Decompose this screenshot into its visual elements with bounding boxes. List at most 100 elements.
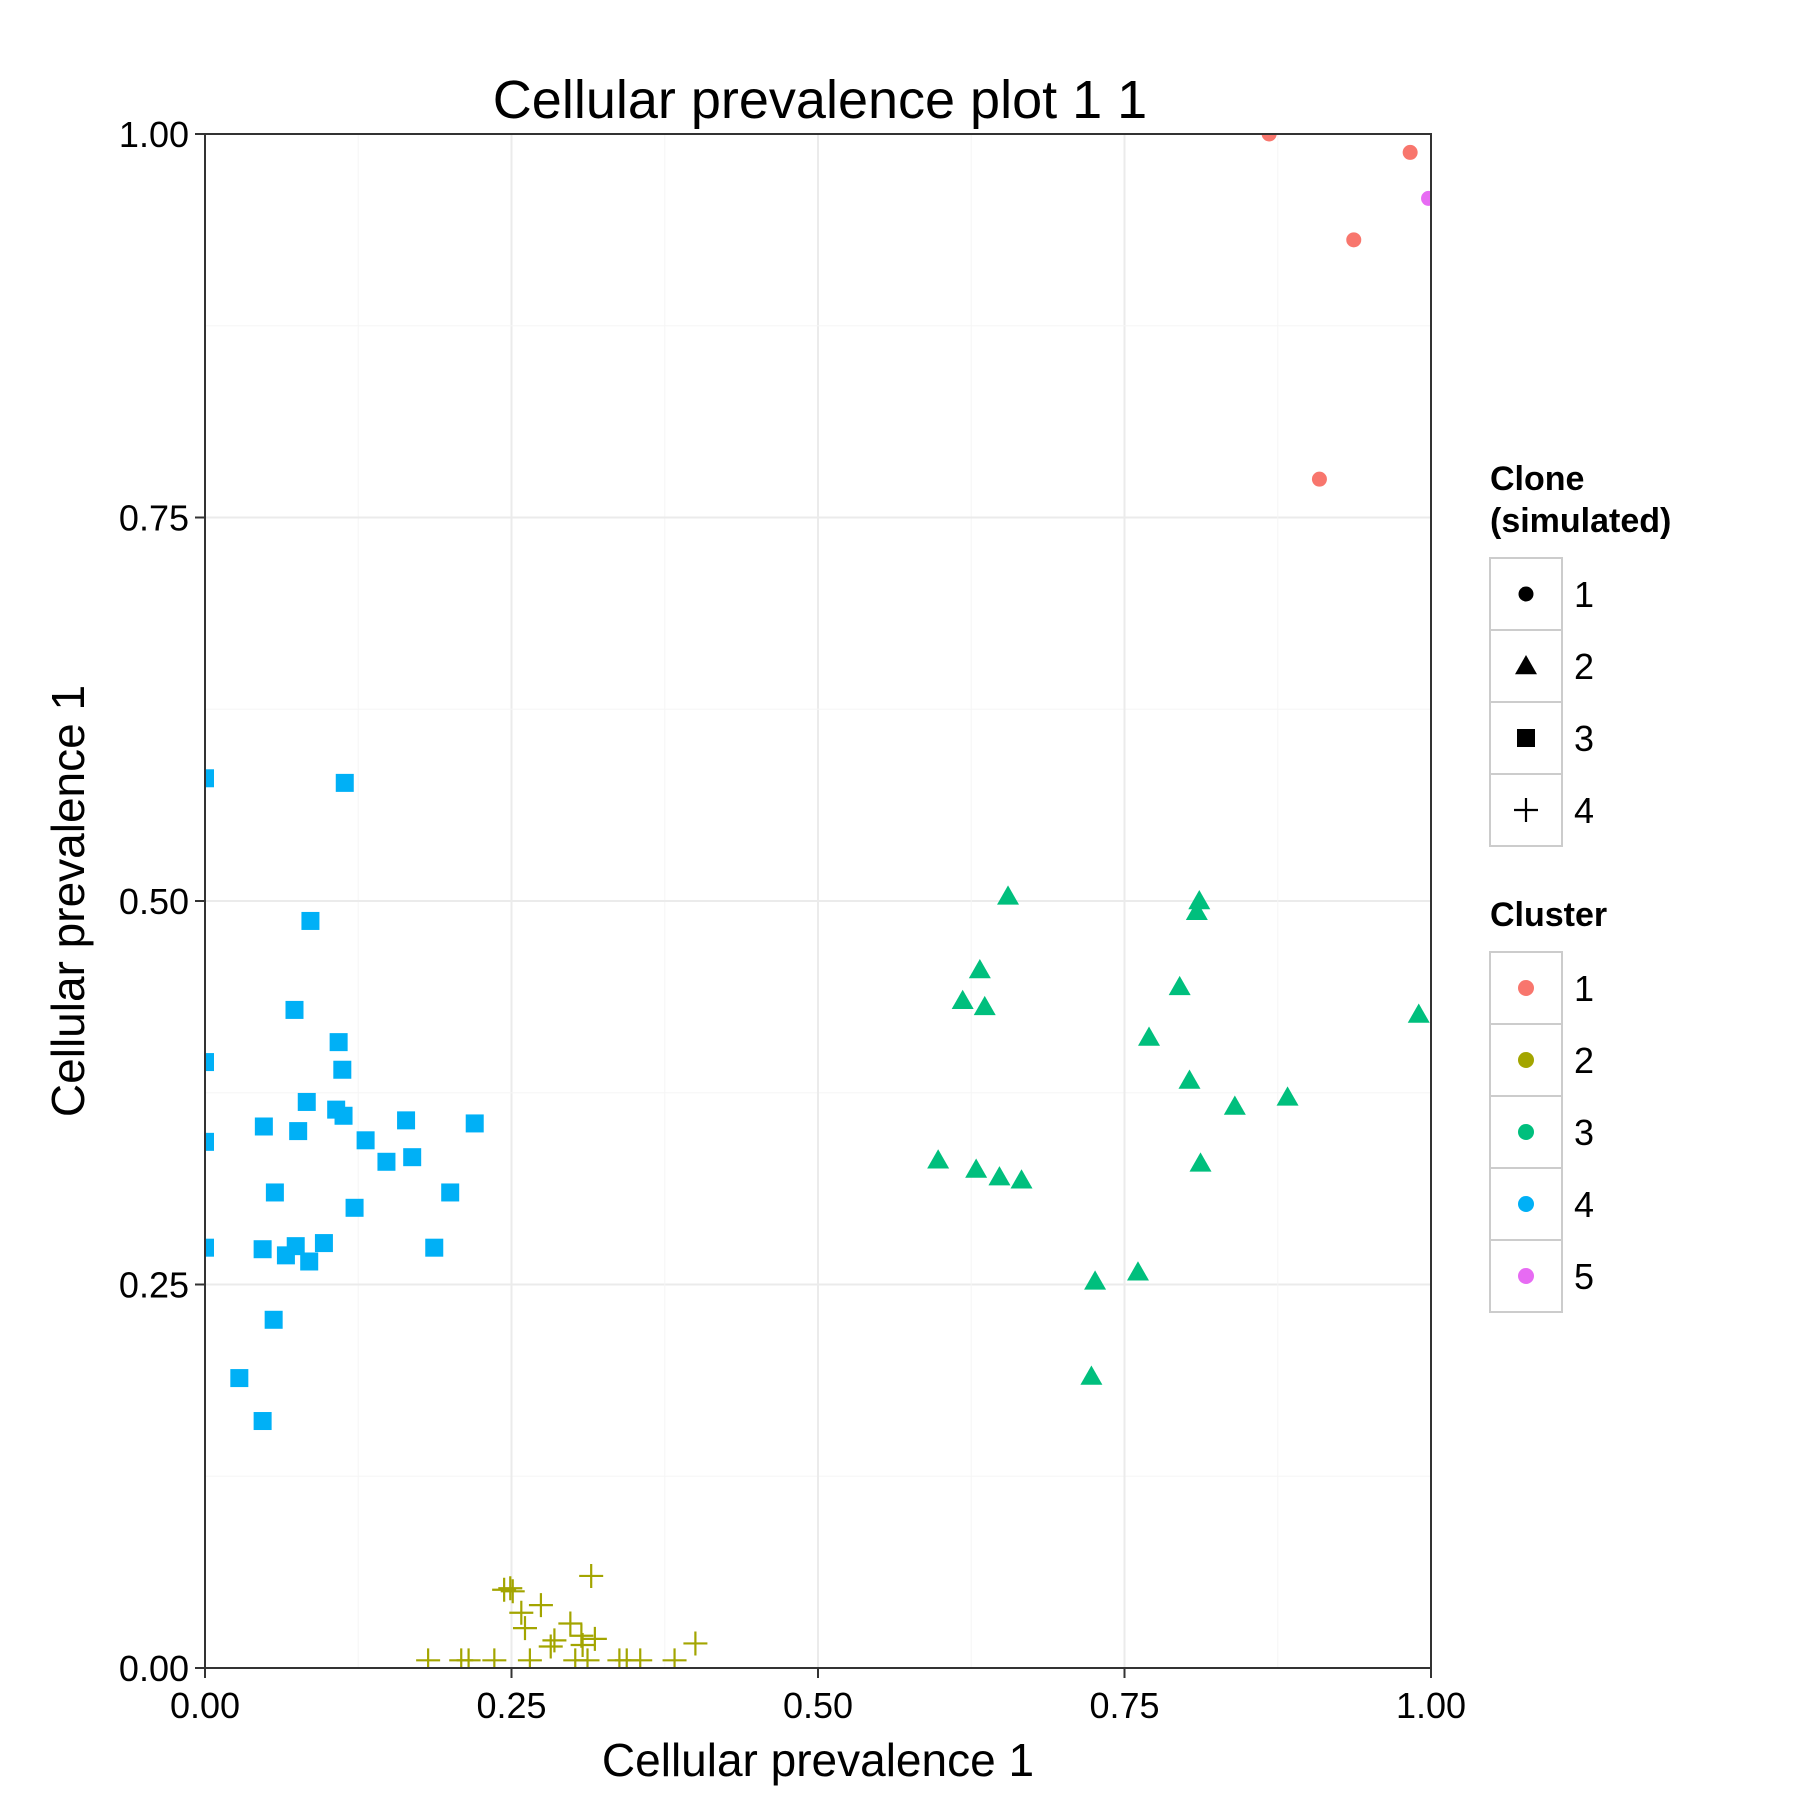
point-clone-3-cluster-4 [334,1106,353,1125]
point-clone-2-cluster-3 [1084,1270,1107,1290]
y-tick-label: 1.00 [119,114,189,155]
point-clone-2-cluster-3 [973,995,996,1016]
y-tick-label: 0.75 [119,498,189,539]
point-clone-2-cluster-3 [927,1149,950,1169]
point-clone-4-cluster-2 [683,1631,708,1656]
point-clone-3-cluster-4 [276,1246,295,1265]
point-clone-1-cluster-1 [1402,144,1418,160]
point-clone-2-cluster-3 [1138,1026,1161,1046]
point-clone-3-cluster-4 [205,1238,214,1257]
legend-label: 1 [1574,574,1594,615]
legend-title: Clone [1490,460,1584,498]
point-clone-3-cluster-4 [441,1183,460,1202]
x-tick-label: 0.75 [1089,1685,1159,1726]
point-clone-3-cluster-4 [356,1131,375,1150]
data-points [205,134,1431,1668]
point-clone-3-cluster-4 [264,1310,283,1329]
legend-title: (simulated) [1490,502,1671,540]
point-clone-2-cluster-3 [1080,1365,1103,1385]
point-clone-2-cluster-3 [1223,1095,1246,1115]
point-clone-1-cluster-1 [1311,471,1327,487]
point-clone-3-cluster-4 [230,1369,249,1388]
point-clone-4-cluster-2 [575,1648,600,1668]
legend-key-swatch [1518,980,1534,996]
point-clone-3-cluster-4 [397,1111,416,1130]
legend-label: 5 [1574,1256,1594,1297]
point-clone-2-cluster-3 [1189,1152,1212,1172]
legend-label: 4 [1574,790,1594,831]
point-clone-4-cluster-2 [482,1648,507,1668]
legend-label: 3 [1574,1112,1594,1153]
point-clone-3-cluster-4 [253,1240,272,1259]
legend-key-swatch [1518,1196,1534,1212]
point-clone-2-cluster-3 [1168,975,1191,996]
point-clone-2-cluster-3 [1010,1169,1033,1189]
point-clone-3-cluster-4 [345,1198,364,1217]
legend: Clone (simulated) 1 2 3 4 Cluster 1 2 3 4 5 [1489,460,1671,1313]
point-clone-3-cluster-4 [403,1148,422,1167]
point-clone-4-cluster-2 [570,1632,595,1657]
legend-label: 3 [1574,718,1594,759]
point-clone-3-cluster-4 [425,1238,444,1257]
point-clone-4-cluster-2 [628,1648,653,1668]
legend-label: 4 [1574,1184,1594,1225]
point-clone-4-cluster-2 [582,1626,607,1651]
point-clone-4-cluster-2 [662,1648,687,1668]
point-clone-1-cluster-5 [1421,190,1431,206]
point-clone-3-cluster-4 [300,1252,319,1271]
point-clone-4-cluster-2 [558,1611,583,1636]
point-clone-3-cluster-4 [465,1114,484,1133]
point-clone-4-cluster-2 [517,1648,542,1668]
y-tick-label: 0.00 [119,1648,189,1689]
legend-key-triangle-icon [1515,655,1537,675]
point-clone-4-cluster-2 [509,1600,534,1625]
point-clone-2-cluster-3 [968,959,991,979]
point-clone-4-cluster-2 [538,1634,563,1659]
point-clone-3-cluster-4 [335,773,354,792]
point-clone-3-cluster-4 [285,1000,304,1019]
point-clone-3-cluster-4 [333,1060,352,1079]
point-clone-4-cluster-2 [500,1579,525,1604]
point-clone-3-cluster-4 [289,1122,308,1141]
legend-label: 2 [1574,1040,1594,1081]
point-clone-4-cluster-2 [512,1616,537,1641]
x-axis-label: Cellular prevalence 1 [602,1734,1034,1786]
point-clone-2-cluster-3 [1188,890,1211,910]
point-clone-4-cluster-2 [456,1648,481,1668]
point-clone-3-cluster-4 [314,1234,333,1253]
legend-label: 2 [1574,646,1594,687]
point-clone-2-cluster-3 [988,1166,1011,1186]
point-clone-3-cluster-4 [301,911,320,930]
grid [204,133,1432,1669]
point-clone-3-cluster-4 [297,1092,316,1111]
point-clone-4-cluster-2 [579,1563,604,1588]
point-clone-3-cluster-4 [205,769,214,788]
point-clone-3-cluster-4 [253,1412,272,1431]
point-clone-2-cluster-3 [1126,1261,1149,1281]
legend-key-swatch [1518,1268,1534,1284]
legend-key-circle-icon [1518,586,1534,602]
legend-title: Cluster [1490,896,1607,934]
point-clone-2-cluster-3 [997,885,1020,905]
point-clone-2-cluster-3 [1185,900,1208,920]
point-clone-4-cluster-2 [542,1628,567,1653]
y-tick-label: 0.25 [119,1265,189,1306]
point-clone-4-cluster-2 [498,1576,523,1601]
legend-key-square-icon [1517,729,1535,747]
y-axis-label: Cellular prevalence 1 [42,685,94,1117]
point-clone-4-cluster-2 [569,1623,594,1648]
point-clone-2-cluster-3 [965,1158,988,1178]
x-tick-label: 0.50 [783,1685,853,1726]
point-clone-3-cluster-4 [254,1117,273,1136]
legend-key-swatch [1518,1124,1534,1140]
point-clone-2-cluster-3 [1276,1086,1299,1106]
x-tick-label: 0.00 [170,1685,240,1726]
legend-key-plus-icon [1514,798,1538,822]
point-clone-2-cluster-3 [1178,1069,1201,1089]
point-clone-2-cluster-3 [1407,1003,1430,1023]
point-clone-2-cluster-3 [951,989,974,1009]
point-clone-3-cluster-4 [265,1183,284,1202]
point-clone-3-cluster-4 [377,1152,396,1171]
point-clone-4-cluster-2 [416,1648,441,1668]
